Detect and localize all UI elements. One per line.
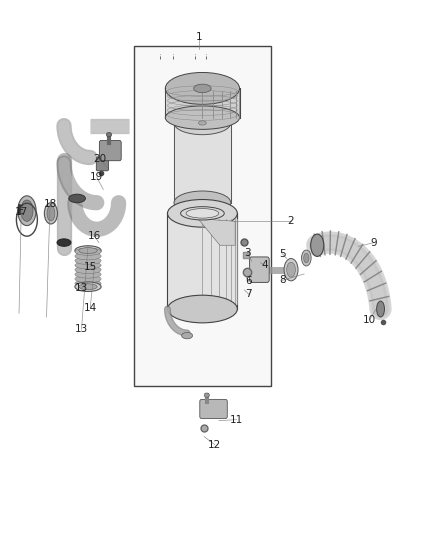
Ellipse shape xyxy=(75,266,101,273)
Ellipse shape xyxy=(75,271,101,278)
Ellipse shape xyxy=(75,253,101,260)
Ellipse shape xyxy=(79,248,97,254)
Ellipse shape xyxy=(75,257,101,264)
Ellipse shape xyxy=(167,199,237,227)
Ellipse shape xyxy=(287,262,295,277)
Ellipse shape xyxy=(44,203,57,224)
Ellipse shape xyxy=(301,250,311,266)
Ellipse shape xyxy=(204,393,209,397)
Text: 7: 7 xyxy=(245,289,252,299)
Ellipse shape xyxy=(180,207,224,220)
Text: 2: 2 xyxy=(288,216,294,227)
Ellipse shape xyxy=(75,275,101,282)
Ellipse shape xyxy=(79,284,97,289)
Ellipse shape xyxy=(106,133,112,137)
Ellipse shape xyxy=(167,295,237,323)
Text: 15: 15 xyxy=(84,262,97,271)
Ellipse shape xyxy=(198,121,206,125)
Text: 10: 10 xyxy=(363,314,376,325)
Bar xyxy=(134,46,272,386)
Ellipse shape xyxy=(174,191,231,214)
Polygon shape xyxy=(198,219,235,245)
Text: 20: 20 xyxy=(94,154,107,164)
Ellipse shape xyxy=(182,333,193,339)
Ellipse shape xyxy=(75,248,101,255)
Ellipse shape xyxy=(69,194,85,203)
Text: 17: 17 xyxy=(14,207,28,217)
Text: 5: 5 xyxy=(279,249,286,259)
Text: 4: 4 xyxy=(261,261,268,270)
Ellipse shape xyxy=(311,234,324,256)
Text: 11: 11 xyxy=(230,415,243,425)
Ellipse shape xyxy=(194,84,211,93)
Text: 8: 8 xyxy=(279,276,286,285)
Ellipse shape xyxy=(75,262,101,269)
Ellipse shape xyxy=(165,72,240,104)
Text: 12: 12 xyxy=(208,440,221,450)
Text: 13: 13 xyxy=(75,283,88,293)
Text: 1: 1 xyxy=(196,32,203,42)
Text: 6: 6 xyxy=(245,277,252,286)
Ellipse shape xyxy=(47,206,55,221)
FancyBboxPatch shape xyxy=(250,257,269,282)
FancyBboxPatch shape xyxy=(200,399,227,418)
FancyBboxPatch shape xyxy=(96,157,109,171)
Ellipse shape xyxy=(377,301,385,317)
Ellipse shape xyxy=(57,239,71,246)
Ellipse shape xyxy=(284,259,298,281)
FancyBboxPatch shape xyxy=(99,141,121,161)
Ellipse shape xyxy=(75,282,101,292)
Text: 18: 18 xyxy=(43,199,57,209)
Text: 9: 9 xyxy=(371,238,377,247)
Text: 3: 3 xyxy=(244,248,251,258)
Ellipse shape xyxy=(75,246,101,255)
Ellipse shape xyxy=(75,280,101,287)
Text: 13: 13 xyxy=(75,324,88,334)
Ellipse shape xyxy=(165,106,240,130)
Ellipse shape xyxy=(186,208,219,218)
Ellipse shape xyxy=(18,196,36,225)
Ellipse shape xyxy=(304,253,309,263)
Text: 14: 14 xyxy=(84,303,97,313)
Text: 19: 19 xyxy=(90,172,103,182)
Ellipse shape xyxy=(21,200,33,221)
Ellipse shape xyxy=(174,111,231,135)
Text: 16: 16 xyxy=(88,231,101,241)
